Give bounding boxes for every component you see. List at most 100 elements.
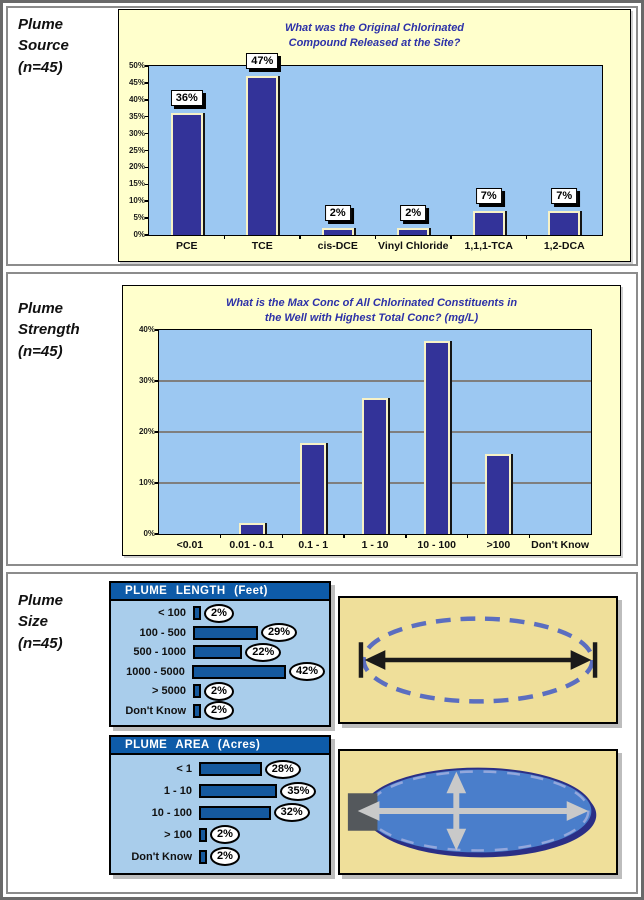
percent-oval: 2% xyxy=(210,847,240,867)
plume-size-row: > 100 2% xyxy=(115,825,325,845)
source-chart-title: What was the Original Chlorinated Compou… xyxy=(284,22,465,49)
category-label: Don't Know xyxy=(131,850,192,863)
right-end-bar xyxy=(592,642,598,678)
bar-value-label: 36% xyxy=(170,90,203,107)
x-axis-label: 0.01 - 0.1 xyxy=(229,539,274,551)
y-axis-label: 0% xyxy=(143,529,155,538)
bar-value-label: 2% xyxy=(324,205,351,222)
bar-value-label: 7% xyxy=(475,188,502,205)
x-axis-tick xyxy=(299,235,301,239)
x-axis-label: PCE xyxy=(175,240,198,252)
panel-plume-strength: Plume Strength (n=45) What is the Max Co… xyxy=(6,272,638,566)
percent-oval: 42% xyxy=(288,662,325,682)
x-axis-label: <0.01 xyxy=(176,539,204,551)
bar xyxy=(199,849,207,864)
x-axis-tick xyxy=(223,235,226,239)
height-arrowhead-bottom xyxy=(446,828,467,851)
plume-area-diagram xyxy=(338,749,618,875)
category-label: > 5000 xyxy=(152,685,186,698)
bar-value-label: 7% xyxy=(551,188,578,205)
x-axis-label: 1 - 10 xyxy=(361,539,389,551)
plume-size-row: Don't Know 2% xyxy=(115,847,325,867)
length-arrowhead-left xyxy=(364,650,386,670)
category-label: 500 - 1000 xyxy=(133,646,186,659)
plume-length-diagram xyxy=(338,596,618,724)
bar xyxy=(199,805,271,820)
plume-size-row: 1 - 10 35% xyxy=(115,781,325,801)
y-axis-tick xyxy=(145,166,149,169)
x-axis-label: 1,2-DCA xyxy=(543,240,585,252)
y-axis-tick xyxy=(145,234,149,236)
plume-size-row: 10 - 100 32% xyxy=(115,803,325,823)
percent-oval: 35% xyxy=(280,781,317,801)
plume-size-row: < 100 2% xyxy=(115,603,325,623)
bar xyxy=(191,664,286,679)
y-axis-tick xyxy=(155,380,159,382)
x-axis-tick xyxy=(374,235,377,239)
panel-label-plume-size: Plume Size (n=45) xyxy=(18,592,64,652)
bar xyxy=(300,443,327,534)
y-axis-tick xyxy=(145,115,149,118)
x-axis-label: Vinyl Chloride xyxy=(378,240,449,252)
y-axis-label: 20% xyxy=(138,427,155,436)
y-axis-label: 10% xyxy=(128,196,145,206)
x-axis-tick xyxy=(219,534,222,538)
gridline xyxy=(159,380,591,382)
bar xyxy=(193,606,201,621)
category-label: 100 - 500 xyxy=(139,626,186,639)
percent-oval: 2% xyxy=(204,681,234,701)
bar xyxy=(485,454,512,534)
y-axis-tick xyxy=(145,65,149,67)
bar xyxy=(548,211,581,235)
panel-plume-source: Plume Source (n=45) What was the Origina… xyxy=(6,6,638,266)
y-axis-tick xyxy=(145,183,149,186)
category-label: 1000 - 5000 xyxy=(126,665,185,678)
x-axis-label: cis-DCE xyxy=(317,240,358,252)
plume-size-row: 100 - 500 29% xyxy=(115,623,325,643)
percent-oval: 22% xyxy=(245,642,282,662)
y-axis-tick xyxy=(145,217,149,219)
y-axis-label: 35% xyxy=(128,111,145,121)
y-axis-label: 50% xyxy=(128,61,145,70)
bar xyxy=(362,397,388,534)
plume-area-diagram-svg xyxy=(347,767,597,858)
plume-area-header: PLUME AREA (Acres) xyxy=(111,737,329,755)
x-axis-label: Don't Know xyxy=(531,539,590,551)
y-axis-label: 30% xyxy=(128,128,145,138)
x-axis-label: 0.1 - 1 xyxy=(298,539,329,551)
percent-oval: 29% xyxy=(260,623,297,643)
x-axis-tick xyxy=(405,534,407,538)
bar xyxy=(199,827,207,842)
y-axis-tick xyxy=(145,82,149,84)
plume-area-box: PLUME AREA (Acres) < 1 28% 1 - 10 35% 10 - 1… xyxy=(109,735,331,875)
x-axis-tick xyxy=(343,534,345,538)
y-axis-tick xyxy=(145,149,149,152)
strength-chart-plot: 0% 10% 20% 30% 40% <0.01 0.01 - 0.1 0.1 - 1 1 - … xyxy=(139,325,592,551)
category-label: 1 - 10 xyxy=(163,785,192,798)
y-axis-tick xyxy=(145,200,149,202)
bar xyxy=(472,211,505,235)
bar xyxy=(397,228,430,235)
percent-oval: 2% xyxy=(204,603,234,623)
plume-length-header: PLUME LENGTH (Feet) xyxy=(111,583,329,601)
y-axis-label: 20% xyxy=(128,162,145,172)
bar xyxy=(423,341,450,534)
strength-chart: What is the Max Conc of All Chlorinated … xyxy=(122,285,621,556)
x-axis-tick xyxy=(525,235,528,239)
x-axis-tick xyxy=(281,534,284,538)
y-axis-label: 10% xyxy=(138,478,155,487)
bar xyxy=(193,645,243,660)
percent-oval: 32% xyxy=(273,803,310,823)
panel-label-plume-source: Plume Source (n=45) xyxy=(18,16,69,76)
category-label: < 100 xyxy=(158,607,186,620)
panel-label-plume-strength: Plume Strength (n=45) xyxy=(18,300,80,360)
plume-size-row: 500 - 1000 22% xyxy=(115,642,325,662)
y-axis-tick xyxy=(155,431,159,433)
x-axis-tick xyxy=(450,235,452,239)
source-chart-plot: 0% 5% 10% 15% 20% 25% 30% 35% 40% 45% 50% 36% PCE 47%… xyxy=(129,53,603,252)
x-axis-label: >100 xyxy=(486,539,511,551)
bar xyxy=(193,703,201,718)
bar xyxy=(193,684,201,699)
x-axis-tick xyxy=(528,534,531,538)
